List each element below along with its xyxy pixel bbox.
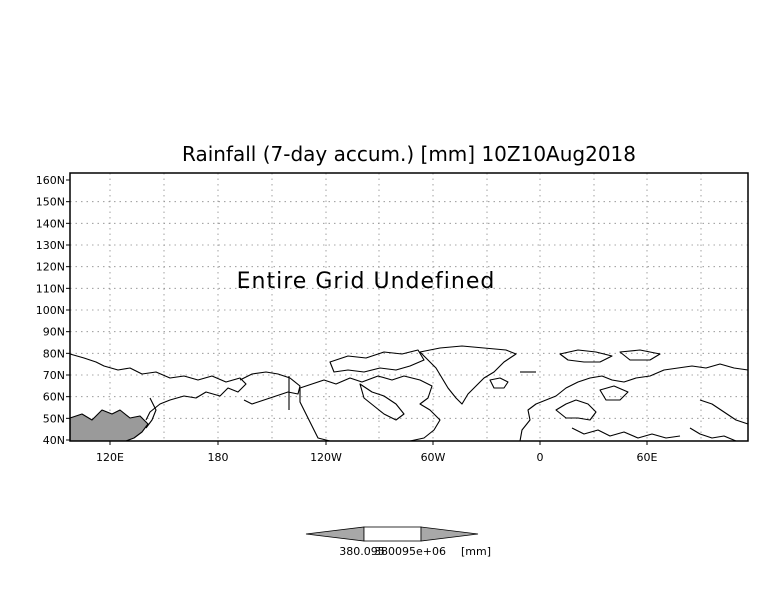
franz-josef-coastline	[619, 349, 661, 361]
x-axis-labels: 120E 180 120W 60W 0 60E	[96, 441, 658, 464]
y-tick-label: 70N	[43, 369, 65, 382]
siberia-coastline	[69, 353, 247, 421]
greenland-coastline	[419, 345, 517, 405]
coastlines	[69, 345, 749, 442]
y-tick-label: 50N	[43, 412, 65, 425]
y-tick-label: 120N	[36, 261, 65, 274]
x-tick-label: 120E	[96, 451, 124, 464]
x-tick-label: 180	[208, 451, 229, 464]
y-tick-label: 150N	[36, 196, 65, 209]
svalbard-coastline	[559, 349, 613, 363]
alaska-coastline	[239, 371, 301, 405]
y-axis-labels: 160N 150N 140N 130N 120N 110N 100N 90N 80N 70N 60N…	[36, 174, 65, 447]
x-tick-label: 120W	[310, 451, 342, 464]
north-america-coastline	[299, 375, 441, 442]
chart-title: Rainfall (7-day accum.) [mm] 10Z10Aug201…	[182, 142, 636, 166]
x-tick-label: 0	[537, 451, 544, 464]
plot-area	[70, 173, 748, 441]
y-tick-label: 130N	[36, 239, 65, 252]
arctic-islands-coastline	[329, 349, 425, 373]
undefined-grid-message: Entire Grid Undefined	[237, 269, 496, 294]
europe-south-coastline	[571, 427, 681, 439]
novaya-zemlya-coastline	[599, 385, 629, 401]
colorbar-left-triangle	[305, 526, 365, 542]
scandinavia-coastline	[555, 399, 597, 421]
caspian-coastline	[689, 427, 737, 442]
y-tick-label: 100N	[36, 304, 65, 317]
colorbar-right-triangle	[420, 526, 479, 542]
colorbar-center-box	[363, 526, 422, 542]
y-tick-label: 110N	[36, 282, 65, 295]
y-tick-label: 140N	[36, 217, 65, 230]
kamchatka-coastline	[145, 397, 157, 429]
hudson-bay-coastline	[359, 383, 405, 421]
colorbar-unit-label: [mm]	[461, 545, 491, 558]
y-tick-label: 60N	[43, 391, 65, 404]
colorbar-center-label: 380095e+06	[374, 545, 446, 558]
y-tick-label: 90N	[43, 326, 65, 339]
grid-lines	[66, 173, 748, 441]
colorbar-left-label: 380.095	[339, 545, 385, 558]
plot-frame	[69, 172, 749, 442]
iceland-coastline	[489, 377, 509, 389]
x-tick-label: 60E	[637, 451, 658, 464]
y-tick-label: 160N	[36, 174, 65, 187]
y-tick-label: 40N	[43, 434, 65, 447]
europe-north-coastline	[519, 363, 749, 442]
colorbar: 380.095 380095e+06 [mm]	[305, 526, 491, 558]
central-asia-coastline	[699, 399, 749, 425]
x-tick-label: 60W	[421, 451, 446, 464]
y-tick-label: 80N	[43, 347, 65, 360]
